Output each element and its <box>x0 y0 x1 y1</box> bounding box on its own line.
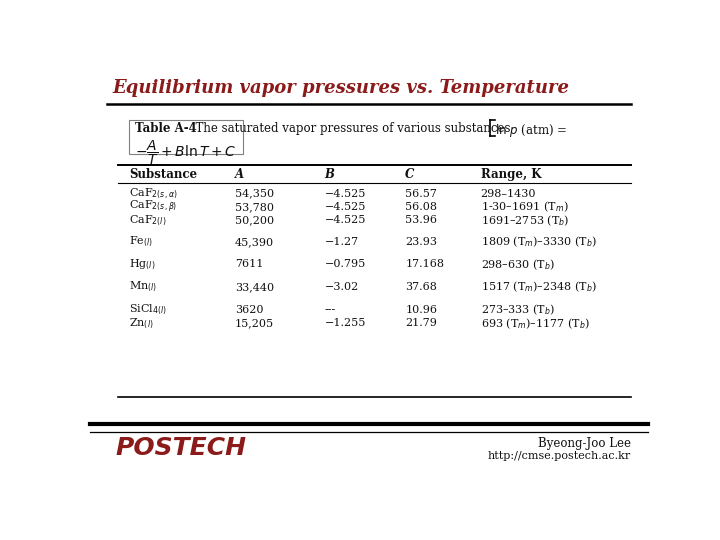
Text: A: A <box>235 167 244 181</box>
Text: 53.96: 53.96 <box>405 215 437 225</box>
Text: 45,390: 45,390 <box>235 237 274 247</box>
Text: ---: --- <box>324 305 336 315</box>
Text: Fe$_{(l)}$: Fe$_{(l)}$ <box>129 235 153 249</box>
Text: −4.525: −4.525 <box>324 215 366 225</box>
Text: 7611: 7611 <box>235 259 264 269</box>
Text: 273–333 (T$_b$): 273–333 (T$_b$) <box>481 303 555 318</box>
Text: 53,780: 53,780 <box>235 202 274 212</box>
Text: 10.96: 10.96 <box>405 305 437 315</box>
Text: 37.68: 37.68 <box>405 282 437 292</box>
Text: 1691–2753 (T$_b$): 1691–2753 (T$_b$) <box>481 213 569 227</box>
Text: 56.57: 56.57 <box>405 188 437 199</box>
Text: 56.08: 56.08 <box>405 202 437 212</box>
Text: 21.79: 21.79 <box>405 319 437 328</box>
Text: The saturated vapor pressures of various substances: The saturated vapor pressures of various… <box>188 122 510 135</box>
Text: 15,205: 15,205 <box>235 319 274 328</box>
Text: 17.168: 17.168 <box>405 259 444 269</box>
Text: B: B <box>324 167 334 181</box>
Text: $\ln\,p$ (atm) =: $\ln\,p$ (atm) = <box>495 122 567 139</box>
Text: 298–630 (T$_b$): 298–630 (T$_b$) <box>481 257 554 272</box>
Text: −4.525: −4.525 <box>324 202 366 212</box>
Text: CaF$_{2(l)}$: CaF$_{2(l)}$ <box>129 213 166 227</box>
Text: SiCl$_{4(l)}$: SiCl$_{4(l)}$ <box>129 303 167 318</box>
Text: −4.525: −4.525 <box>324 188 366 199</box>
Text: 33,440: 33,440 <box>235 282 274 292</box>
Text: $-\dfrac{A}{T} + B\ln T + C$: $-\dfrac{A}{T} + B\ln T + C$ <box>135 139 236 167</box>
Text: Zn$_{(l)}$: Zn$_{(l)}$ <box>129 316 153 330</box>
Text: http://cmse.postech.ac.kr: http://cmse.postech.ac.kr <box>488 451 631 462</box>
Text: C: C <box>405 167 415 181</box>
Text: 3620: 3620 <box>235 305 264 315</box>
Text: 23.93: 23.93 <box>405 237 437 247</box>
Text: −3.02: −3.02 <box>324 282 359 292</box>
Text: Table A-4: Table A-4 <box>135 122 197 135</box>
Text: 50,200: 50,200 <box>235 215 274 225</box>
Text: Hg$_{(l)}$: Hg$_{(l)}$ <box>129 257 156 272</box>
Text: 298–1430: 298–1430 <box>481 188 536 199</box>
Text: 1517 (T$_m$)–2348 (T$_b$): 1517 (T$_m$)–2348 (T$_b$) <box>481 280 597 294</box>
Text: 693 (T$_m$)–1177 (T$_b$): 693 (T$_m$)–1177 (T$_b$) <box>481 316 590 330</box>
Text: −0.795: −0.795 <box>324 259 366 269</box>
Text: Mn$_{(l)}$: Mn$_{(l)}$ <box>129 280 157 294</box>
Text: Substance: Substance <box>129 167 197 181</box>
Text: 54,350: 54,350 <box>235 188 274 199</box>
Text: −1.255: −1.255 <box>324 319 366 328</box>
Text: Equilibrium vapor pressures vs. Temperature: Equilibrium vapor pressures vs. Temperat… <box>112 79 570 97</box>
Text: 1-30–1691 (T$_m$): 1-30–1691 (T$_m$) <box>481 200 568 214</box>
Text: −1.27: −1.27 <box>324 237 359 247</box>
Text: 1809 (T$_m$)–3330 (T$_b$): 1809 (T$_m$)–3330 (T$_b$) <box>481 235 597 249</box>
Text: Range, K: Range, K <box>481 167 541 181</box>
Text: POSTECH: POSTECH <box>115 436 246 460</box>
Text: CaF$_{2(s,\alpha)}$: CaF$_{2(s,\alpha)}$ <box>129 186 178 201</box>
Text: CaF$_{2(s,\beta)}$: CaF$_{2(s,\beta)}$ <box>129 199 177 215</box>
Text: Byeong-Joo Lee: Byeong-Joo Lee <box>539 437 631 450</box>
